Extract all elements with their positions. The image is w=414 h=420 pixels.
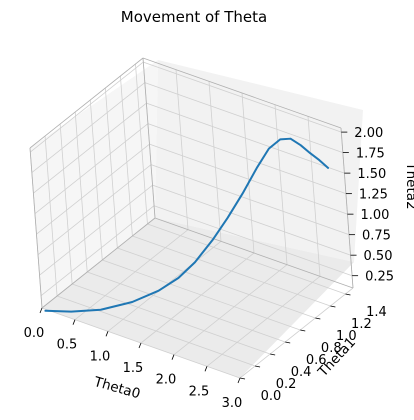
grid-line-x-floor (173, 264, 288, 355)
chart-title: Movement of Theta (121, 8, 267, 26)
grid-line-z-left (40, 205, 155, 297)
x-tick-mark (138, 342, 142, 349)
grid-line-x-floor (206, 276, 321, 367)
y-tick-label: 1.0 (336, 329, 357, 344)
grid-line-y-left (59, 123, 73, 285)
y-tick-label: 0.4 (291, 365, 312, 380)
grid-line-y-floor (72, 283, 271, 355)
grid-line-z-back (149, 143, 348, 215)
y-tick-mark (345, 293, 351, 296)
grid-line-y-floor (87, 271, 286, 343)
x-axis-label: Theta0 (91, 374, 142, 403)
y-tick-mark (330, 305, 336, 308)
z-tick-label: 1.50 (357, 167, 386, 182)
grid-line-y-left (135, 63, 148, 225)
grid-line-x-floor (140, 252, 255, 344)
grid-line-x-back (175, 69, 189, 230)
axis-edges (29, 57, 354, 309)
pane-back (155, 60, 363, 262)
edge-left-vertical (29, 147, 43, 309)
z-tick-label: 1.75 (356, 147, 385, 162)
grid-line-z-left (39, 184, 153, 276)
grid-line-x-back (208, 81, 222, 242)
edge-back-top (142, 57, 342, 129)
grid-line-y-left (120, 75, 133, 237)
y-tick-label: 0.0 (261, 389, 282, 404)
y-tick-label: 0.6 (306, 353, 327, 368)
y-tick-label: 1.2 (351, 317, 372, 332)
grid-line-z-left (33, 102, 147, 194)
grid-line-z-back (152, 184, 351, 256)
x-tick-mark (204, 366, 208, 372)
z-tick-label: 2.00 (354, 126, 383, 141)
edge-right-vertical (340, 127, 354, 289)
z-tick-label: 0.75 (362, 229, 391, 244)
grid-line-z-back (143, 61, 342, 133)
y-tick-label: 0.8 (321, 341, 342, 356)
x-tick-mark (237, 377, 241, 384)
pane-left (30, 60, 158, 308)
y-tick-label: 0.2 (276, 377, 297, 392)
y-tick-mark (315, 317, 321, 320)
grid-line-x-floor (74, 229, 189, 320)
grid-line-y-floor (102, 259, 301, 331)
y-tick-mark (300, 329, 306, 332)
grid-line-z-back (153, 205, 353, 277)
grid-line-z-left (37, 164, 152, 255)
grid-line-z-back (144, 82, 343, 153)
x-tick-label: 3.0 (222, 396, 243, 411)
x-tick-label: 0.5 (57, 338, 78, 353)
x-tick-label: 0.0 (24, 326, 45, 341)
series-line-0 (44, 137, 330, 313)
y-tick-mark (254, 365, 261, 368)
edge-left-floor (41, 217, 156, 309)
grid-line-x-back (274, 104, 288, 265)
grid-line-y-left (44, 135, 58, 297)
grid-line-x-back (307, 116, 321, 277)
grid-line-y-left (74, 111, 88, 273)
grid-line-z-back (150, 164, 350, 236)
grid-line-z-back (146, 102, 345, 174)
grid-line-z-left (34, 123, 149, 214)
grid-line-y-left (104, 87, 118, 249)
x-tick-label: 1.0 (90, 349, 111, 364)
y-tick-mark (270, 353, 276, 356)
grid-line-x-floor (239, 287, 354, 379)
grid-line-y-left (89, 99, 103, 261)
edge-back-vertical (142, 57, 156, 219)
edge-back-floor (154, 217, 354, 289)
grid-line-y-floor (132, 235, 331, 307)
grid-line-y-floor (117, 247, 316, 319)
grid-line-x-back (241, 92, 255, 254)
z-tick-label: 0.25 (365, 270, 394, 285)
grid-line-y-floor (147, 223, 346, 295)
x-tick-mark (72, 319, 76, 325)
grid-line-z-left (36, 143, 150, 235)
x-tick-mark (171, 354, 175, 360)
grid-line-z-left (31, 82, 146, 173)
series-layer (44, 137, 330, 313)
grid-line-z-back (147, 123, 347, 195)
x-tick-label: 1.5 (123, 361, 144, 376)
tick-labels: 0.00.51.01.52.02.53.0 0.00.20.40.60.81.01… (24, 126, 394, 411)
tick-marks (39, 131, 359, 384)
edge-left-top (29, 57, 144, 149)
y-tick-label: 1.4 (366, 305, 387, 320)
y-tick-mark (285, 341, 291, 344)
grid-line-z-left (30, 61, 144, 153)
x-tick-mark (105, 331, 109, 337)
z-tick-label: 1.25 (359, 188, 388, 203)
x-tick-label: 2.0 (156, 373, 177, 388)
z-axis-label: Theta2 (403, 161, 414, 209)
x-tick-mark (39, 307, 43, 314)
y-tick-mark (239, 377, 246, 380)
x-tick-label: 2.5 (189, 384, 210, 399)
grid-line-y-floor (56, 295, 256, 367)
z-tick-label: 1.00 (360, 208, 389, 223)
z-tick-label: 0.50 (364, 249, 393, 264)
